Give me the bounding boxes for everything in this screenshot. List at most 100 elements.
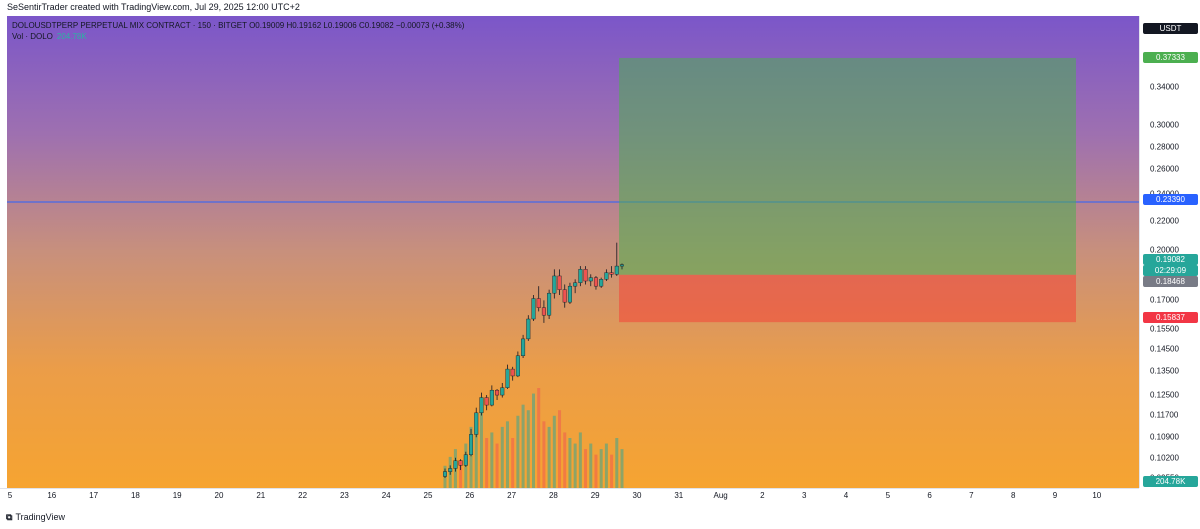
volume-bar [537,388,541,488]
volume-bar [495,443,499,488]
volume-bar [526,410,530,488]
candle-body [547,292,552,316]
time-axis-label: 8 [1010,491,1016,500]
candle-body [573,282,578,287]
price-scale-label: 0.30000 [1150,120,1179,130]
time-axis-label: 9 [1052,491,1058,500]
candle-body [521,338,526,356]
candle-body [593,277,598,287]
volume-legend-value: 204.78K [56,32,87,41]
volume-bar [589,443,593,488]
price-scale-label: 0.28000 [1150,142,1179,152]
time-axis-label: 3 [801,491,807,500]
target-zone [619,57,1076,275]
candle-body [469,434,474,455]
price-scale-label: 0.34000 [1150,82,1179,92]
time-axis-label: 6 [927,491,932,500]
time-axis-label: 24 [381,491,391,500]
volume-legend: Vol · DOLO 204.78K [12,32,87,41]
price-scale[interactable]: USDT 0.340000.300000.280000.260000.24000… [1139,16,1200,488]
candle-body [495,389,500,396]
time-axis-label: 2 [760,491,765,500]
volume-bar [568,438,572,488]
candle-body [500,387,505,396]
volume-bar [521,404,525,488]
time-axis-label: 20 [214,491,224,500]
volume-value-tag: 204.78K [1143,476,1198,487]
price-scale-label: 0.10900 [1150,432,1179,442]
time-axis[interactable]: 5 16 17 18 19 20 21 22 23 24 25 26 27 28 29 30 31 Aug 2 3 4 5… [0,488,1139,503]
volume-bar [604,443,608,488]
chart-pane[interactable]: DOLOUSDTPERP PERPETUAL MIX CONTRACT · 15… [7,16,1139,488]
candle-body [604,272,609,280]
volume-bar [573,443,577,488]
time-axis-label: 21 [256,491,266,500]
volume-bar [620,449,624,488]
candle-body [489,389,494,406]
horizontal-line-tag: 0.23390 [1143,194,1198,205]
candle-body [588,277,593,282]
volume-bar [594,454,598,488]
currency-label[interactable]: USDT [1143,23,1198,34]
candle-body [474,412,479,435]
volume-bar [469,426,473,488]
tradingview-logo-icon: ⧉ [6,512,13,522]
volume-bar [474,421,478,488]
volume-bar [505,421,509,488]
candle-body [510,368,515,377]
candle-body [453,460,458,469]
time-axis-label: 22 [298,491,308,500]
volume-bar [584,449,588,488]
candle-body [552,275,557,294]
candle-body [463,454,468,466]
volume-bar [485,438,489,488]
volume-bar [479,410,483,488]
candle-body [526,318,531,340]
volume-bar [542,421,546,488]
stop-price-tag: 0.15837 [1143,312,1198,323]
candle-body [505,368,510,388]
candle-body [609,272,614,275]
time-axis-label: 5 [885,491,891,500]
candle-body [515,355,520,377]
time-axis-label: 7 [969,491,974,500]
candle-body [583,269,588,282]
candle-body [479,397,484,414]
price-scale-label: 0.13500 [1150,366,1179,376]
price-scale-label: 0.10200 [1150,453,1179,463]
volume-bar [552,415,556,488]
candle-body [562,289,567,303]
time-axis-label: 26 [465,491,475,500]
attribution-bar: SeSentirTrader created with TradingView.… [0,0,1200,16]
volume-bar [516,415,520,488]
time-axis-label: 19 [172,491,182,500]
volume-bar [532,393,535,488]
time-axis-label: 17 [89,491,99,500]
candle-body [443,471,448,477]
price-scale-label: 0.22000 [1150,216,1179,226]
price-scale-label: 0.20000 [1150,245,1179,255]
target-price-tag: 0.37333 [1143,52,1198,63]
tradingview-brand: TradingView [15,512,65,522]
price-scale-label: 0.15500 [1150,324,1179,334]
symbol-legend: DOLOUSDTPERP PERPETUAL MIX CONTRACT · 15… [12,21,465,30]
candle-body [578,269,583,283]
time-axis-label: 30 [632,491,642,500]
volume-bar [563,432,567,488]
time-axis-label: Aug [713,491,728,500]
volume-bar [558,410,562,488]
candle-body [557,275,562,290]
candle-body [567,285,572,303]
candle-body [620,264,625,267]
candle-body [484,397,489,406]
candle-body [531,298,536,320]
time-axis-label: 10 [1092,491,1102,500]
time-axis-label: 4 [843,491,849,500]
price-scale-label: 0.17000 [1150,295,1179,305]
volume-bar [615,438,619,488]
price-scale-label: 0.12500 [1150,390,1179,400]
price-chart [7,57,1139,488]
tradingview-logo[interactable]: ⧉ TradingView [6,512,65,523]
stop-zone [619,274,1076,323]
time-axis-label: 18 [130,491,140,500]
